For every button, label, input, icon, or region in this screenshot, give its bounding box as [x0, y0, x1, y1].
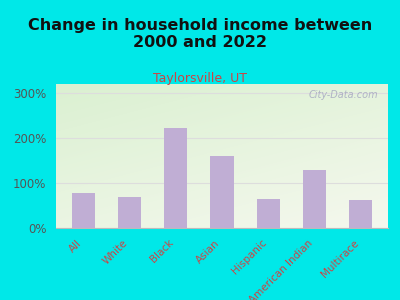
Bar [164, 128, 188, 228]
Bar [210, 156, 234, 228]
Bar [72, 193, 95, 228]
Text: City-Data.com: City-Data.com [308, 90, 378, 100]
Bar [256, 199, 280, 228]
Text: Taylorsville, UT: Taylorsville, UT [153, 72, 247, 85]
Bar [303, 170, 326, 228]
Text: Change in household income between
2000 and 2022: Change in household income between 2000 … [28, 18, 372, 50]
Bar [118, 196, 141, 228]
Bar [349, 200, 372, 228]
